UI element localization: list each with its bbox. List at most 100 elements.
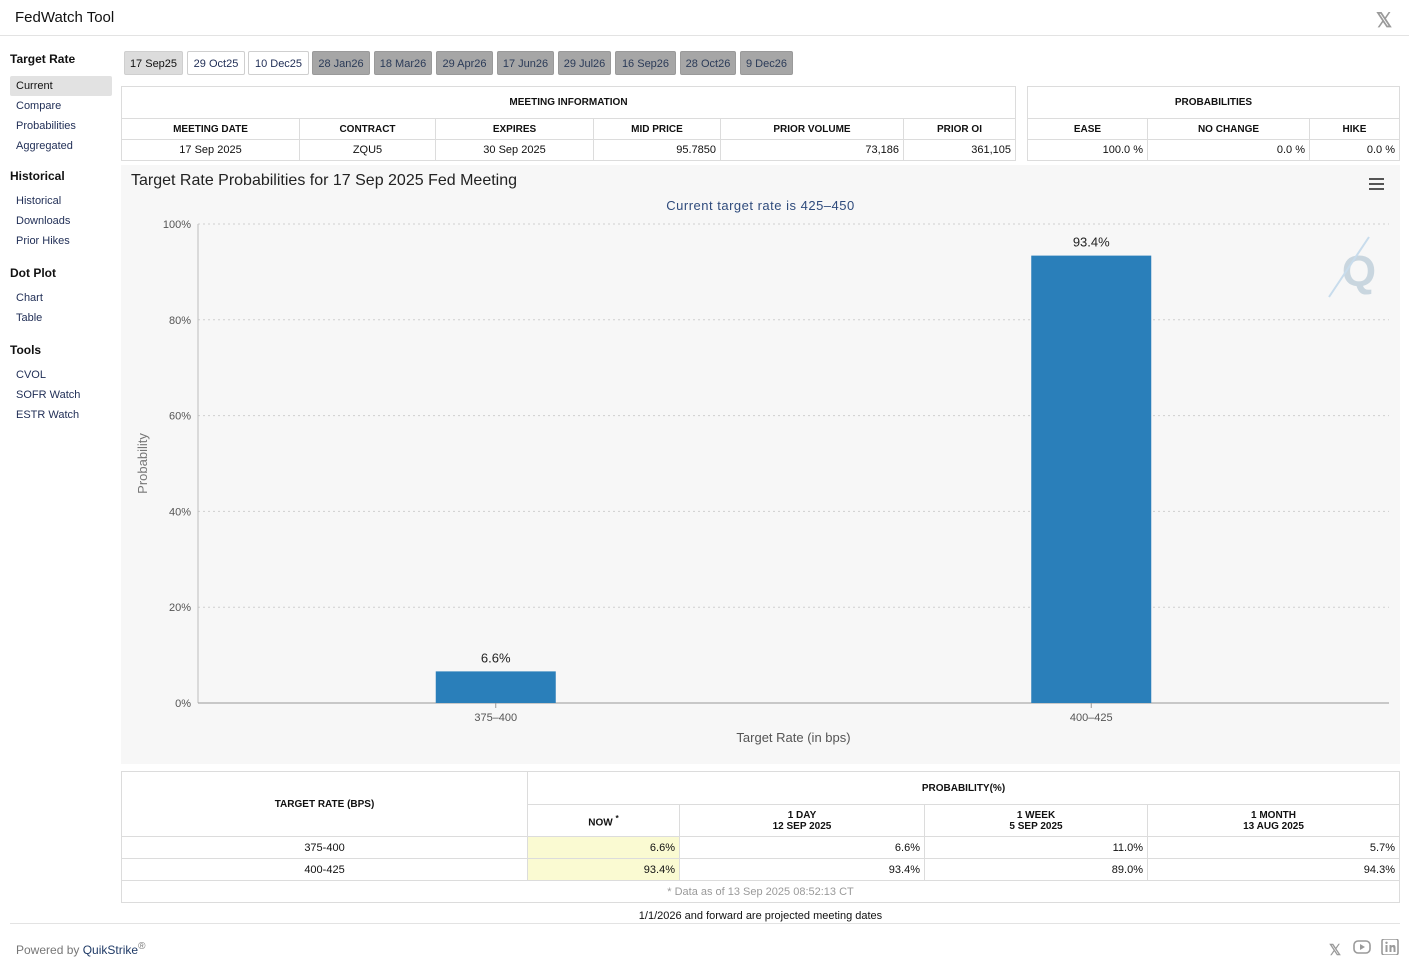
rate-cell: 400-425 [121, 858, 528, 881]
now-cell: 93.4% [527, 858, 680, 881]
tab-29-apr26[interactable]: 29 Apr26 [436, 51, 493, 75]
now-mark: * [615, 812, 619, 823]
col-1-month: 1 MONTH 13 AUG 2025 [1147, 804, 1400, 837]
sidebar-item-downloads[interactable]: Downloads [16, 215, 71, 227]
sidebar-item-cvol[interactable]: CVOL [16, 369, 46, 381]
target-rate-header: TARGET RATE (BPS) [121, 771, 528, 837]
tab-10-dec25[interactable]: 10 Dec25 [248, 51, 309, 75]
sidebar-group-dot-plot: Dot Plot Chart Table [10, 264, 112, 328]
x-tick-label: 400–425 [1070, 712, 1113, 724]
chart-panel: 0% 20% 40% 60% 80% 100% 6.6% 375–400 93.4% 400–42… [121, 165, 1400, 764]
watermark-stroke [1328, 236, 1370, 298]
col-1-month-date: 13 AUG 2025 [1243, 820, 1304, 832]
tab-29-jul26[interactable]: 29 Jul26 [558, 51, 611, 75]
meeting-information-header: MEETING INFORMATION [121, 86, 1016, 119]
sidebar-item-estr-watch[interactable]: ESTR Watch [16, 409, 80, 421]
col-prior-volume: PRIOR VOLUME [720, 118, 904, 140]
sidebar-group-title: Historical [10, 169, 65, 183]
col-mid-price: MID PRICE [593, 118, 721, 140]
col-1-day: 1 DAY 12 SEP 2025 [679, 804, 925, 837]
sidebar-item-table[interactable]: Table [16, 312, 43, 324]
col-now: NOW * [527, 804, 680, 837]
sidebar-group-title: Dot Plot [10, 266, 56, 280]
y-axis-title: Probability [135, 433, 150, 494]
bar-chart: 0% 20% 40% 60% 80% 100% 6.6% 375–400 93.4% 400–42… [135, 219, 1389, 745]
col-hike: HIKE [1309, 118, 1400, 140]
week-cell: 89.0% [924, 858, 1148, 881]
table-row: 400-425 93.4% 93.4% 89.0% 94.3% [121, 858, 1400, 881]
meeting-information-table: MEETING INFORMATION MEETING DATE CONTRAC… [121, 86, 1016, 161]
projected-dates-note: 1/1/2026 and forward are projected meeti… [638, 910, 883, 922]
tab-9-dec26[interactable]: 9 Dec26 [740, 51, 793, 75]
sidebar-item-current[interactable]: Current [10, 76, 112, 96]
sidebar-group-target-rate: Target Rate Current Compare Probabilitie… [10, 50, 112, 156]
youtube-icon[interactable] [1352, 939, 1372, 957]
week-cell: 11.0% [924, 836, 1148, 859]
y-tick-label: 40% [169, 506, 191, 518]
app-title: FedWatch Tool [15, 9, 115, 26]
sidebar-item-historical[interactable]: Historical [16, 195, 62, 207]
data-timestamp-note: * Data as of 13 Sep 2025 08:52:13 CT [121, 880, 1400, 903]
social-links: 𝕏 [1325, 938, 1403, 959]
quikstrike-watermark-logo: Q [1342, 247, 1376, 296]
table-row: 375-400 6.6% 6.6% 11.0% 5.7% [121, 836, 1400, 859]
hike-value: 0.0 % [1309, 139, 1400, 161]
registered-mark: ® [138, 941, 146, 952]
rate-cell: 375-400 [121, 836, 528, 859]
contract-value: ZQU5 [299, 139, 436, 161]
col-1-day-label: 1 DAY [787, 809, 817, 821]
now-label: NOW [588, 817, 613, 829]
tab-18-mar26[interactable]: 18 Mar26 [374, 51, 432, 75]
day-cell: 93.4% [679, 858, 925, 881]
sidebar: Target Rate Current Compare Probabilitie… [10, 50, 112, 425]
col-1-month-label: 1 MONTH [1251, 809, 1296, 821]
hamburger-menu-icon[interactable] [1369, 178, 1384, 190]
sidebar-item-compare[interactable]: Compare [16, 100, 62, 112]
tab-16-sep26[interactable]: 16 Sep26 [615, 51, 676, 75]
sidebar-item-chart[interactable]: Chart [16, 292, 43, 304]
sidebar-item-sofr-watch[interactable]: SOFR Watch [16, 389, 81, 401]
sidebar-item-prior-hikes[interactable]: Prior Hikes [16, 235, 70, 247]
sidebar-item-probabilities[interactable]: Probabilities [16, 120, 76, 132]
sidebar-group-title: Target Rate [10, 52, 76, 66]
no-change-value: 0.0 % [1147, 139, 1310, 161]
prior-oi-value: 361,105 [903, 139, 1016, 161]
col-1-week-label: 1 WEEK [1016, 809, 1056, 821]
prior-volume-value: 73,186 [720, 139, 904, 161]
footer-divider [10, 923, 1400, 924]
x-axis-title: Target Rate (in bps) [736, 730, 850, 745]
col-prior-oi: PRIOR OI [903, 118, 1016, 140]
quikstrike-link[interactable]: QuikStrike [82, 943, 139, 957]
col-contract: CONTRACT [299, 118, 436, 140]
probabilities-header: PROBABILITIES [1027, 86, 1400, 119]
tab-28-jan26[interactable]: 28 Jan26 [312, 51, 370, 75]
expires-value: 30 Sep 2025 [435, 139, 594, 161]
now-cell: 6.6% [527, 836, 680, 859]
sidebar-group-historical: Historical Historical Downloads Prior Hi… [10, 167, 112, 251]
y-tick-label: 80% [169, 315, 191, 327]
month-cell: 5.7% [1147, 836, 1400, 859]
tab-29-oct25[interactable]: 29 Oct25 [187, 51, 245, 75]
y-tick-label: 20% [169, 602, 191, 614]
probability-history-table: TARGET RATE (BPS) PROBABILITY(%) NOW * 1… [121, 771, 1400, 903]
chart-subtitle: Current target rate is 425–450 [666, 198, 855, 213]
y-tick-label: 100% [163, 219, 191, 231]
bar [1031, 255, 1152, 703]
col-ease: EASE [1027, 118, 1148, 140]
tab-17-sep25[interactable]: 17 Sep25 [124, 51, 183, 75]
sidebar-group-title: Tools [10, 343, 42, 357]
top-bar: FedWatch Tool 𝕏 [0, 0, 1409, 36]
probabilities-table: PROBABILITIES EASE NO CHANGE HIKE 100.0 … [1027, 86, 1400, 161]
probability-header: PROBABILITY(%) [527, 771, 1400, 805]
y-tick-label: 60% [169, 411, 191, 423]
col-1-day-date: 12 SEP 2025 [772, 820, 832, 832]
y-tick-label: 0% [175, 698, 191, 710]
col-1-week: 1 WEEK 5 SEP 2025 [924, 804, 1148, 837]
chart-title: Target Rate Probabilities for 17 Sep 202… [131, 172, 518, 189]
linkedin-icon[interactable] [1380, 938, 1400, 957]
tab-28-oct26[interactable]: 28 Oct26 [680, 51, 736, 75]
close-icon[interactable]: 𝕏 [1376, 10, 1393, 32]
x-icon[interactable]: 𝕏 [1328, 942, 1342, 959]
tab-17-jun26[interactable]: 17 Jun26 [497, 51, 554, 75]
sidebar-item-aggregated[interactable]: Aggregated [16, 140, 73, 152]
